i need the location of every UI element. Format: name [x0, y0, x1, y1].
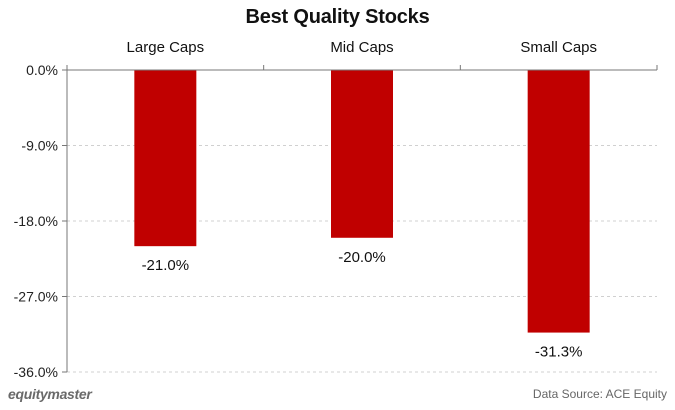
y-tick-label: -9.0%	[21, 138, 58, 154]
category-label: Small Caps	[520, 39, 597, 56]
bar	[527, 70, 590, 333]
chart-title: Best Quality Stocks	[245, 6, 430, 28]
category-label: Large Caps	[127, 39, 205, 56]
data-label: -21.0%	[142, 257, 190, 274]
y-tick-label: -36.0%	[14, 364, 58, 380]
category-label: Mid Caps	[330, 39, 393, 56]
bar	[331, 70, 393, 238]
brand-logo: equitymaster	[8, 386, 92, 402]
bar	[134, 70, 197, 247]
y-tick-label: -27.0%	[14, 289, 58, 305]
y-tick-label: 0.0%	[26, 62, 58, 78]
data-label: -31.3%	[535, 344, 583, 361]
y-tick-label: -18.0%	[14, 213, 58, 229]
data-source-note: Data Source: ACE Equity	[532, 387, 667, 401]
data-label: -20.0%	[338, 249, 386, 266]
